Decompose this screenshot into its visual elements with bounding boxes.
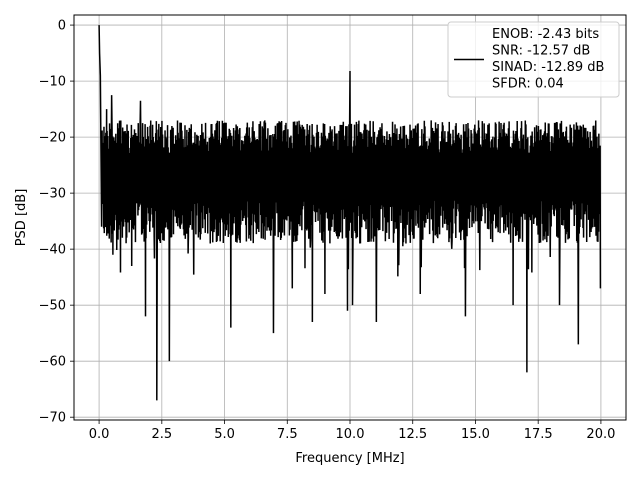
legend-box — [447, 21, 620, 98]
legend: ENOB: -2.43 bits SNR: -12.57 dB SINAD: -… — [447, 21, 620, 98]
x-tick-label: 7.5 — [277, 427, 298, 442]
y-tick-label: −30 — [39, 187, 66, 202]
y-tick-label: −70 — [39, 411, 66, 426]
x-tick-label: 5.0 — [214, 427, 235, 442]
y-axis-ticks: 0 −10 −20 −30 −40 −50 −60 −70 — [39, 19, 74, 426]
x-tick-label: 2.5 — [151, 427, 172, 442]
x-axis-label: Frequency [MHz] — [295, 451, 404, 466]
x-tick-label: 0.0 — [89, 427, 110, 442]
y-tick-label: −20 — [39, 131, 66, 146]
y-tick-label: −60 — [39, 355, 66, 370]
legend-snr-text: SNR: -12.57 dB — [492, 44, 590, 59]
legend-sfdr-text: SFDR: 0.04 — [492, 77, 564, 92]
psd-series-line — [98, 25, 602, 401]
plot-area — [98, 25, 602, 401]
y-tick-label: 0 — [58, 19, 66, 34]
y-tick-label: −10 — [39, 75, 66, 90]
y-axis-label: PSD [dB] — [14, 189, 29, 247]
legend-enob-text: ENOB: -2.43 bits — [492, 27, 599, 42]
x-tick-label: 10.0 — [336, 427, 365, 442]
y-tick-label: −40 — [39, 243, 66, 258]
x-tick-label: 12.5 — [398, 427, 427, 442]
x-tick-label: 17.5 — [524, 427, 553, 442]
legend-sinad-text: SINAD: -12.89 dB — [492, 60, 604, 75]
x-tick-label: 20.0 — [586, 427, 615, 442]
x-axis-ticks: 0.0 2.5 5.0 7.5 10.0 12.5 15.0 17.5 20.0 — [89, 420, 615, 442]
y-tick-label: −50 — [39, 299, 66, 314]
x-tick-label: 15.0 — [461, 427, 490, 442]
